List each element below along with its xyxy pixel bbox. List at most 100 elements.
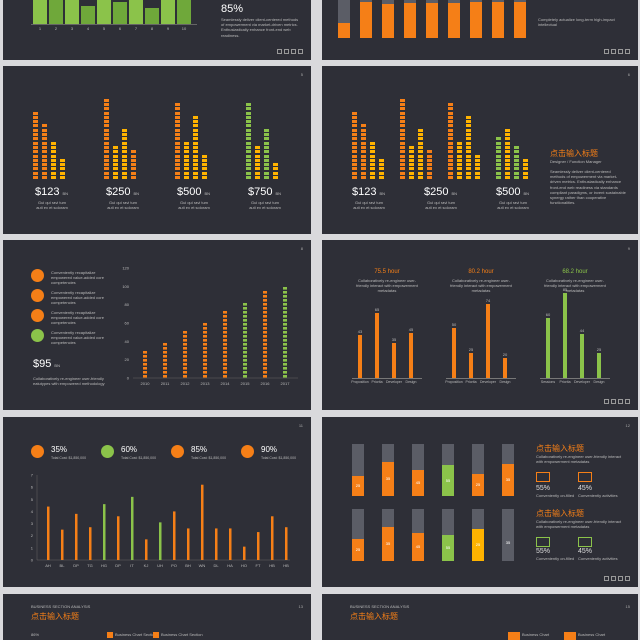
bar-segment — [183, 371, 187, 374]
dot-mark — [514, 171, 519, 175]
data-label: 20 — [502, 352, 508, 357]
bar-segment — [223, 339, 227, 342]
money-desc: Gui qui ravi tum auti ex et soloram — [178, 200, 210, 210]
dot-mark — [523, 176, 528, 179]
bar-segment — [283, 331, 287, 334]
dot-mark — [104, 171, 109, 175]
bar-segment — [283, 295, 287, 298]
dot-mark — [418, 128, 423, 132]
money-desc: Gui qui ravi tum auti ex et soloram — [107, 200, 139, 210]
dot-mark — [361, 133, 366, 136]
page-number: 13 — [298, 604, 303, 609]
dot-mark — [400, 107, 405, 111]
dot-mark — [273, 171, 278, 175]
stat-label: Total Cost: $1,850,000 — [261, 456, 297, 460]
bar — [173, 511, 176, 560]
dot-mark — [175, 102, 180, 106]
bar-segment — [223, 347, 227, 350]
bar-segment — [243, 327, 247, 330]
money-unit: BN — [379, 191, 386, 196]
money-desc: Gui qui ravi tum auti ex et soloram — [497, 200, 529, 210]
bar-segment — [163, 343, 167, 346]
dot-mark — [122, 167, 127, 171]
dot-mark — [448, 141, 453, 145]
dot-mark — [246, 145, 251, 149]
dot-mark — [496, 176, 501, 179]
bar-segment — [263, 375, 267, 378]
body-text: Collaboratively re-engineer user-friendl… — [536, 519, 622, 530]
dot-mark — [379, 167, 384, 171]
dot-mark — [255, 176, 260, 179]
dot-mark — [184, 158, 189, 162]
y-tick-label: 7 — [31, 473, 34, 478]
category-label: Proposition — [445, 380, 463, 384]
dot-mark — [457, 158, 462, 162]
dot-mark — [457, 167, 462, 171]
dot-mark — [193, 124, 198, 128]
dot-mark — [400, 124, 405, 128]
dot-mark — [361, 171, 366, 175]
bar-segment — [183, 355, 187, 358]
dot-mark — [427, 171, 432, 175]
bar-segment — [223, 363, 227, 366]
bar-segment — [283, 327, 287, 330]
dot-mark — [246, 128, 251, 132]
bar-segment — [263, 311, 267, 314]
dot-mark — [175, 167, 180, 171]
block-fill — [502, 525, 514, 561]
dot-mark — [255, 163, 260, 167]
dot-mark — [60, 171, 65, 175]
dot-mark — [457, 141, 462, 145]
dot-mark — [104, 163, 109, 167]
data-label: 25 — [596, 347, 602, 352]
bar-segment — [263, 307, 267, 310]
bar — [409, 333, 413, 378]
y-tick-label: 1 — [31, 545, 34, 550]
tick-label: 5 — [102, 26, 106, 31]
block-label: 35 — [505, 540, 511, 545]
dot-mark — [122, 171, 127, 175]
bar — [47, 506, 50, 560]
money-value: $500 BN — [496, 186, 529, 198]
dot-mark — [175, 133, 180, 136]
bar-background — [448, 0, 460, 3]
bar-segment — [203, 327, 207, 330]
bar-segment — [203, 367, 207, 370]
bar — [382, 3, 394, 38]
dot-mark — [104, 158, 109, 162]
bar-segment — [243, 303, 247, 306]
dot-mark — [514, 150, 519, 154]
x-tick-label: BL — [60, 563, 66, 568]
money-desc: Gui qui ravi tum auti ex et soloram — [249, 200, 281, 210]
x-tick-label: HO — [241, 563, 247, 568]
block-label: 25 — [475, 542, 481, 547]
bar — [75, 513, 78, 560]
y-tick-label: 5 — [31, 497, 34, 502]
y-tick-label: 100 — [122, 284, 129, 289]
bar-segment — [223, 335, 227, 338]
dot-mark — [264, 128, 269, 132]
dot-mark — [122, 141, 127, 145]
axis-line — [352, 378, 422, 379]
dot-mark — [352, 150, 357, 154]
dot-mark — [264, 145, 269, 149]
block-fill — [502, 464, 514, 496]
dot-mark — [400, 133, 405, 136]
dot-mark — [42, 150, 47, 154]
body-text: Seamlessly deliver client-centered metho… — [550, 169, 626, 206]
dot-mark — [466, 141, 471, 145]
dot-mark — [448, 158, 453, 162]
dot-mark — [246, 107, 251, 111]
bar-segment — [163, 351, 167, 354]
dot-mark — [42, 141, 47, 145]
dot-mark — [264, 141, 269, 145]
dot-mark — [104, 102, 109, 106]
dot-mark — [42, 167, 47, 171]
dot-mark — [193, 128, 198, 132]
bar-segment — [143, 371, 147, 374]
money-amount: $500 — [496, 186, 521, 198]
dot-mark — [514, 167, 519, 171]
dot-mark — [370, 158, 375, 162]
dot-mark — [466, 120, 471, 124]
dot-mark — [466, 167, 471, 171]
